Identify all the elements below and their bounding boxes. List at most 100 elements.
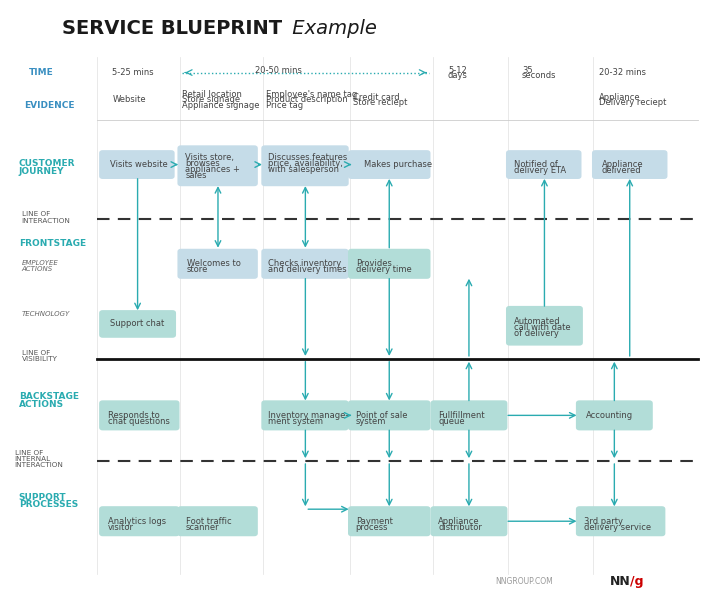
FancyBboxPatch shape bbox=[348, 401, 430, 430]
Text: INTERNAL: INTERNAL bbox=[15, 456, 51, 462]
FancyBboxPatch shape bbox=[506, 150, 581, 179]
Text: delivered: delivered bbox=[602, 166, 641, 175]
Text: call with date: call with date bbox=[514, 323, 571, 332]
Text: LINE OF: LINE OF bbox=[21, 350, 50, 356]
Text: /g: /g bbox=[630, 575, 644, 588]
Text: appliances +: appliances + bbox=[185, 166, 240, 174]
Text: Store signage: Store signage bbox=[183, 95, 241, 104]
Text: store: store bbox=[186, 265, 208, 274]
Text: browses: browses bbox=[185, 160, 220, 169]
Text: and delivery times: and delivery times bbox=[268, 265, 347, 274]
Text: Payment: Payment bbox=[355, 517, 392, 526]
Text: Discusses features,: Discusses features, bbox=[268, 154, 350, 163]
Text: Point of sale: Point of sale bbox=[355, 411, 407, 420]
FancyBboxPatch shape bbox=[348, 150, 430, 179]
FancyBboxPatch shape bbox=[261, 401, 349, 430]
FancyBboxPatch shape bbox=[506, 306, 583, 345]
Text: Example: Example bbox=[286, 19, 377, 38]
Text: VISIBILITY: VISIBILITY bbox=[21, 356, 57, 362]
Text: Appliance signage: Appliance signage bbox=[183, 101, 260, 109]
FancyBboxPatch shape bbox=[178, 249, 258, 279]
Text: PROCESSES: PROCESSES bbox=[18, 501, 78, 509]
FancyBboxPatch shape bbox=[592, 150, 668, 179]
Text: system: system bbox=[355, 417, 386, 426]
FancyBboxPatch shape bbox=[99, 150, 175, 179]
Text: Checks inventory: Checks inventory bbox=[268, 259, 341, 268]
Text: Responds to: Responds to bbox=[108, 411, 159, 420]
Text: INTERACTION: INTERACTION bbox=[15, 462, 64, 467]
Text: process: process bbox=[355, 523, 388, 532]
Text: Fullfillment: Fullfillment bbox=[438, 411, 485, 420]
Text: Analytics logs: Analytics logs bbox=[108, 517, 166, 526]
Text: NNGROUP.COM: NNGROUP.COM bbox=[496, 577, 553, 586]
Text: Support chat: Support chat bbox=[110, 319, 164, 328]
Text: ment system: ment system bbox=[268, 417, 324, 426]
Text: distributor: distributor bbox=[438, 523, 482, 532]
Text: visitor: visitor bbox=[108, 523, 134, 532]
Text: price, availability,: price, availability, bbox=[268, 160, 343, 169]
Text: LINE OF: LINE OF bbox=[15, 450, 42, 456]
Text: SUPPORT: SUPPORT bbox=[18, 493, 67, 501]
Text: 20-32 mins: 20-32 mins bbox=[599, 68, 646, 77]
FancyBboxPatch shape bbox=[348, 249, 430, 279]
Text: sales: sales bbox=[185, 172, 207, 180]
FancyBboxPatch shape bbox=[430, 506, 508, 536]
Text: 20-50 mins: 20-50 mins bbox=[256, 66, 302, 75]
FancyBboxPatch shape bbox=[178, 145, 258, 186]
Text: Accounting: Accounting bbox=[586, 411, 634, 420]
Text: 5-12: 5-12 bbox=[448, 66, 467, 75]
Text: of delivery: of delivery bbox=[514, 329, 559, 338]
Text: NN: NN bbox=[610, 575, 630, 588]
Text: Appliance: Appliance bbox=[599, 93, 641, 102]
Text: EMPLOYEE: EMPLOYEE bbox=[21, 260, 58, 266]
FancyBboxPatch shape bbox=[99, 401, 180, 430]
Text: Provides: Provides bbox=[355, 259, 392, 268]
FancyBboxPatch shape bbox=[348, 506, 430, 536]
Text: ACTIONS: ACTIONS bbox=[18, 400, 64, 409]
Text: 35: 35 bbox=[522, 66, 532, 75]
Text: Makes purchase: Makes purchase bbox=[364, 160, 432, 169]
Text: Inventory manage-: Inventory manage- bbox=[268, 411, 348, 420]
Text: scanner: scanner bbox=[185, 523, 219, 532]
Text: Welcomes to: Welcomes to bbox=[186, 259, 241, 268]
Text: with salesperson: with salesperson bbox=[268, 166, 339, 174]
Text: Store reciept: Store reciept bbox=[353, 98, 407, 107]
Text: EVIDENCE: EVIDENCE bbox=[23, 101, 74, 110]
Text: Foot traffic: Foot traffic bbox=[185, 517, 232, 526]
FancyBboxPatch shape bbox=[576, 401, 653, 430]
Text: Retail location: Retail location bbox=[183, 90, 242, 99]
Text: Automated: Automated bbox=[514, 317, 560, 326]
Text: Credit card: Credit card bbox=[353, 93, 399, 102]
FancyBboxPatch shape bbox=[576, 506, 666, 536]
FancyBboxPatch shape bbox=[261, 249, 349, 279]
FancyBboxPatch shape bbox=[99, 310, 176, 337]
FancyBboxPatch shape bbox=[178, 506, 258, 536]
Text: Price tag: Price tag bbox=[266, 101, 303, 109]
Text: INTERACTION: INTERACTION bbox=[21, 217, 70, 223]
Text: Employee's name tag: Employee's name tag bbox=[266, 90, 358, 99]
Text: Website: Website bbox=[113, 95, 146, 104]
Text: LINE OF: LINE OF bbox=[21, 211, 50, 217]
Text: Product description: Product description bbox=[266, 95, 348, 104]
Text: TECHNOLOGY: TECHNOLOGY bbox=[21, 311, 70, 317]
Text: delivery service: delivery service bbox=[583, 523, 651, 532]
FancyBboxPatch shape bbox=[430, 401, 508, 430]
Text: days: days bbox=[448, 71, 468, 80]
Text: FRONTSTAGE: FRONTSTAGE bbox=[18, 239, 86, 248]
Text: ACTIONS: ACTIONS bbox=[21, 266, 53, 272]
Text: Visits store,: Visits store, bbox=[185, 154, 234, 163]
Text: SERVICE BLUEPRINT: SERVICE BLUEPRINT bbox=[62, 19, 282, 38]
Text: delivery ETA: delivery ETA bbox=[514, 166, 566, 175]
Text: Appliance: Appliance bbox=[602, 160, 644, 169]
Text: JOURNEY: JOURNEY bbox=[18, 168, 64, 176]
Text: BACKSTAGE: BACKSTAGE bbox=[18, 392, 79, 401]
FancyBboxPatch shape bbox=[261, 145, 349, 186]
Text: chat questions: chat questions bbox=[108, 417, 169, 426]
Text: Delivery reciept: Delivery reciept bbox=[599, 98, 666, 107]
Text: seconds: seconds bbox=[522, 71, 556, 80]
Text: Notified of: Notified of bbox=[514, 160, 558, 169]
Text: delivery time: delivery time bbox=[355, 265, 411, 274]
Text: 5-25 mins: 5-25 mins bbox=[113, 68, 154, 77]
Text: 3rd party: 3rd party bbox=[583, 517, 622, 526]
Text: CUSTOMER: CUSTOMER bbox=[18, 160, 75, 169]
